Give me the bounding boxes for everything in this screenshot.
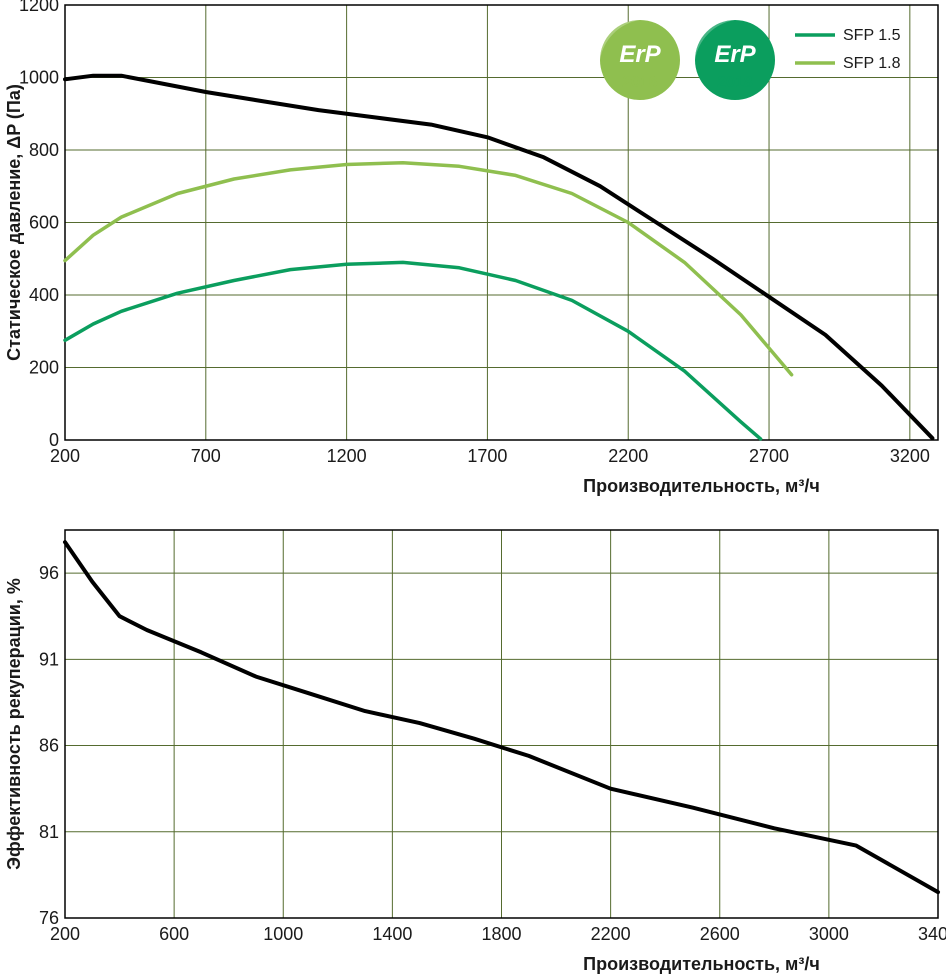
xtick-label: 2700 [749,446,789,466]
badge-top-text: ErP [714,41,756,68]
xtick-label: 1400 [372,924,412,944]
xtick-label: 3000 [809,924,849,944]
xtick-label: 2200 [608,446,648,466]
ytick-label: 200 [29,358,59,378]
charts-wrap: 2007001200170022002700320002004006008001… [0,0,946,975]
ytick-label: 400 [29,285,59,305]
ytick-label: 600 [29,213,59,233]
x-axis-title: Производительность, м³/ч [583,954,820,974]
ytick-label: 1000 [19,68,59,88]
y-axis-title: Статическое давление, ΔP (Па) [4,84,24,361]
pressure-chart: 2007001200170022002700320002004006008001… [4,0,938,496]
badge-bottom-text: 2016 [622,74,658,91]
ytick-label: 91 [39,649,59,669]
xtick-label: 1200 [327,446,367,466]
xtick-label: 2200 [591,924,631,944]
xtick-label: 2600 [700,924,740,944]
efficiency-chart: 2006001000140018002200260030003400768186… [4,530,946,974]
ytick-label: 76 [39,908,59,928]
badge-top-text: ErP [619,41,661,68]
ytick-label: 96 [39,563,59,583]
ytick-label: 0 [49,430,59,450]
legend-label: SFP 1.8 [843,55,901,72]
xtick-label: 600 [159,924,189,944]
xtick-label: 700 [191,446,221,466]
charts-svg: 2007001200170022002700320002004006008001… [0,0,946,975]
legend-label: SFP 1.5 [843,27,901,44]
ytick-label: 1200 [19,0,59,15]
y-axis-title: Эффективность рекуперации, % [4,578,24,870]
xtick-label: 3400 [918,924,946,944]
xtick-label: 1700 [467,446,507,466]
ytick-label: 800 [29,140,59,160]
x-axis-title: Производительность, м³/ч [583,476,820,496]
xtick-label: 3200 [890,446,930,466]
ytick-label: 86 [39,736,59,756]
badge-bottom-text: 2018 [717,74,753,91]
xtick-label: 1800 [481,924,521,944]
ytick-label: 81 [39,822,59,842]
xtick-label: 1000 [263,924,303,944]
